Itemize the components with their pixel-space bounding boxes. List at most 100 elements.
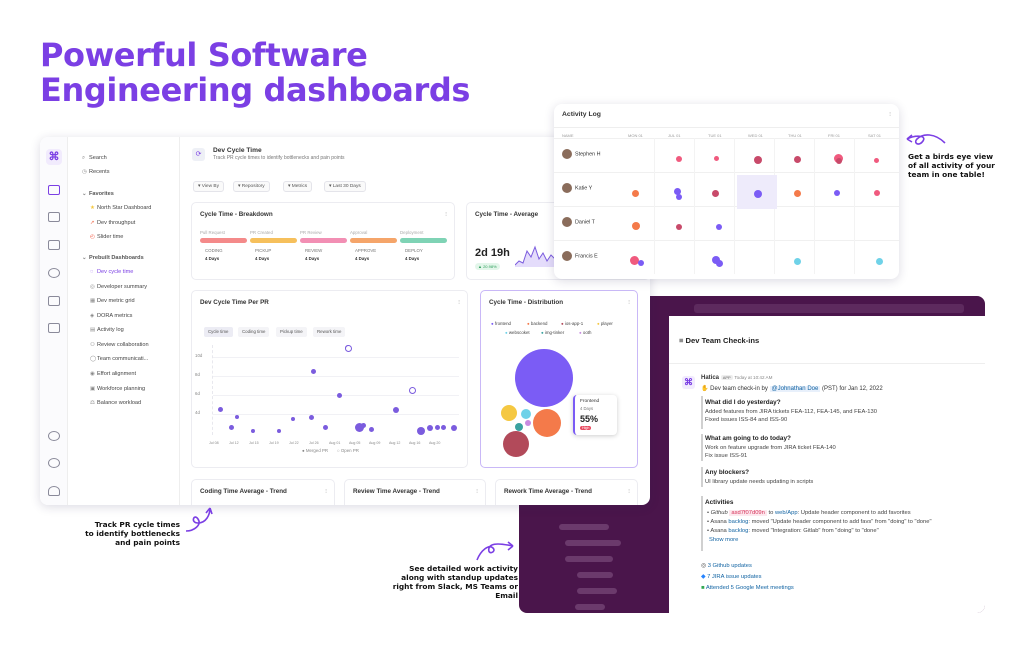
- activity-dot[interactable]: [712, 256, 720, 264]
- slack-sidebar-item[interactable]: [565, 540, 621, 546]
- sidebar-item-review-collaboration[interactable]: ⚇ Review collaboration: [90, 342, 149, 348]
- filter-repository[interactable]: ▾ Repository: [233, 181, 270, 192]
- filter-view-by[interactable]: ▾ View By: [193, 181, 224, 192]
- sidebar-recents[interactable]: ◷ Recents: [82, 169, 110, 175]
- activity-dot[interactable]: [630, 256, 639, 265]
- open-pr-point[interactable]: [345, 345, 352, 352]
- filter-date-range[interactable]: ▾ Last 30 Days: [324, 181, 366, 192]
- activity-dot[interactable]: [676, 156, 682, 162]
- summary-github[interactable]: ◎ 3 Github updates: [701, 563, 752, 569]
- scatter-point[interactable]: [417, 427, 425, 435]
- activity-dot[interactable]: [834, 190, 840, 196]
- distribution-legend-item[interactable]: ● player: [597, 321, 613, 326]
- sidebar-item-effort-alignment[interactable]: ◉ Effort alignment: [90, 371, 137, 377]
- panel-menu-icon[interactable]: ⁝: [628, 489, 630, 495]
- repo-link[interactable]: web/App: [774, 510, 798, 516]
- activity-dot[interactable]: [794, 190, 801, 197]
- document-icon[interactable]: [48, 240, 60, 250]
- scatter-point[interactable]: [435, 425, 440, 430]
- slack-sidebar-item[interactable]: [577, 588, 617, 594]
- scatter-point[interactable]: [393, 407, 399, 413]
- distribution-legend-item[interactable]: ● webscoket: [505, 330, 530, 335]
- asana-backlog-link[interactable]: backlog: [728, 519, 749, 525]
- summary-jira[interactable]: ◆ 7 JIRA issue updates: [701, 574, 762, 580]
- activity-dot[interactable]: [874, 190, 880, 196]
- stage-bar[interactable]: [300, 238, 347, 243]
- sidebar-item-balance-workload[interactable]: ⚖ Balance workload: [90, 400, 142, 406]
- tab-rework-time[interactable]: Rework time: [313, 327, 346, 337]
- panel-menu-icon[interactable]: ⁝: [325, 489, 327, 495]
- filter-metrics[interactable]: ▾ Metrics: [283, 181, 313, 192]
- distribution-legend-item[interactable]: ● ooth: [579, 330, 592, 335]
- dashboard-icon[interactable]: [48, 185, 60, 195]
- activity-dot[interactable]: [638, 260, 644, 266]
- commit-hash[interactable]: asd7f07d09n: [729, 510, 767, 516]
- activity-dot[interactable]: [716, 260, 723, 267]
- panel-menu-icon[interactable]: ⁝: [445, 212, 447, 218]
- scatter-point[interactable]: [229, 425, 234, 430]
- panel-menu-icon[interactable]: ⁝: [628, 300, 630, 306]
- sidebar-item-dev-metric-grid[interactable]: ▦ Dev metric grid: [90, 298, 135, 304]
- stage-bar[interactable]: [250, 238, 297, 243]
- scatter-point[interactable]: [309, 415, 314, 420]
- sidebar-item-developer-summary[interactable]: ◎ Developer summary: [90, 284, 148, 290]
- scatter-point[interactable]: [337, 393, 342, 398]
- scatter-point[interactable]: [277, 429, 281, 433]
- distribution-legend-item[interactable]: ● ios-app-1: [561, 321, 584, 326]
- sidebar-prebuilt-header[interactable]: ⌄ Prebuilt Dashboards: [82, 255, 144, 261]
- activity-dot[interactable]: [674, 188, 681, 195]
- slack-sidebar-item[interactable]: [577, 572, 613, 578]
- message-icon[interactable]: [48, 296, 60, 306]
- mention[interactable]: @Johnathan Doe: [769, 386, 821, 392]
- activity-log-menu-icon[interactable]: ⁝: [889, 112, 891, 118]
- distribution-legend-item[interactable]: ● frontend: [491, 321, 512, 326]
- activity-dot[interactable]: [632, 222, 640, 230]
- bubble-frontend[interactable]: [515, 349, 573, 407]
- sidebar-search[interactable]: ⌕ Search: [82, 155, 107, 161]
- activity-row-name[interactable]: Katie Y: [562, 183, 592, 193]
- distribution-legend-item[interactable]: ● backend: [527, 321, 548, 326]
- activity-dot[interactable]: [676, 224, 682, 230]
- stage-bar[interactable]: [350, 238, 397, 243]
- sidebar-item-workforce-planning[interactable]: ▣ Workforce planning: [90, 386, 146, 392]
- sidebar-favorites-header[interactable]: ⌄ Favorites: [82, 191, 114, 197]
- activity-dot[interactable]: [676, 194, 682, 200]
- bubble-img-tinker[interactable]: [515, 423, 523, 431]
- open-pr-point[interactable]: [409, 387, 416, 394]
- scatter-point[interactable]: [311, 369, 316, 374]
- tab-pickup-time[interactable]: Pickup time: [276, 327, 307, 337]
- scatter-point[interactable]: [451, 425, 457, 431]
- slack-sidebar-item[interactable]: [575, 604, 605, 610]
- activity-dot[interactable]: [836, 158, 842, 164]
- slack-search-bar[interactable]: [694, 304, 964, 313]
- chart-icon[interactable]: [48, 212, 60, 222]
- user-icon[interactable]: [48, 486, 60, 496]
- app-name[interactable]: Hatica: [701, 375, 720, 381]
- scatter-point[interactable]: [235, 415, 239, 419]
- slack-sidebar-item[interactable]: [565, 556, 613, 562]
- asana-backlog-link[interactable]: backlog: [728, 528, 749, 534]
- slack-channel-name[interactable]: ≡ Dev Team Check-ins: [679, 336, 760, 345]
- sidebar-item-slider-time[interactable]: ◴ Slider time: [90, 234, 124, 240]
- panel-menu-icon[interactable]: ⁝: [458, 300, 460, 306]
- activity-dot[interactable]: [754, 156, 762, 164]
- bubble-ios-app[interactable]: [503, 431, 529, 457]
- bubble-player[interactable]: [501, 405, 517, 421]
- slack-sidebar-item[interactable]: [559, 524, 609, 530]
- show-more-link[interactable]: Show more: [709, 537, 739, 543]
- stage-bar[interactable]: [200, 238, 247, 243]
- activity-dot[interactable]: [794, 156, 801, 163]
- scatter-point[interactable]: [291, 417, 295, 421]
- sidebar-item-dev-throughput[interactable]: ➚ Dev throughput: [90, 220, 136, 226]
- scatter-point[interactable]: [369, 427, 374, 432]
- trophy-icon[interactable]: [48, 268, 60, 278]
- stage-bar[interactable]: [400, 238, 447, 243]
- bubble-websocket[interactable]: [521, 409, 531, 419]
- activity-row-name[interactable]: Daniel T: [562, 217, 595, 227]
- scatter-point[interactable]: [218, 407, 223, 412]
- globe-icon[interactable]: [48, 458, 60, 468]
- distribution-legend-item[interactable]: ● img-tinker: [541, 330, 565, 335]
- scatter-point[interactable]: [361, 423, 366, 428]
- scatter-point[interactable]: [323, 425, 328, 430]
- bubble-backend[interactable]: [533, 409, 561, 437]
